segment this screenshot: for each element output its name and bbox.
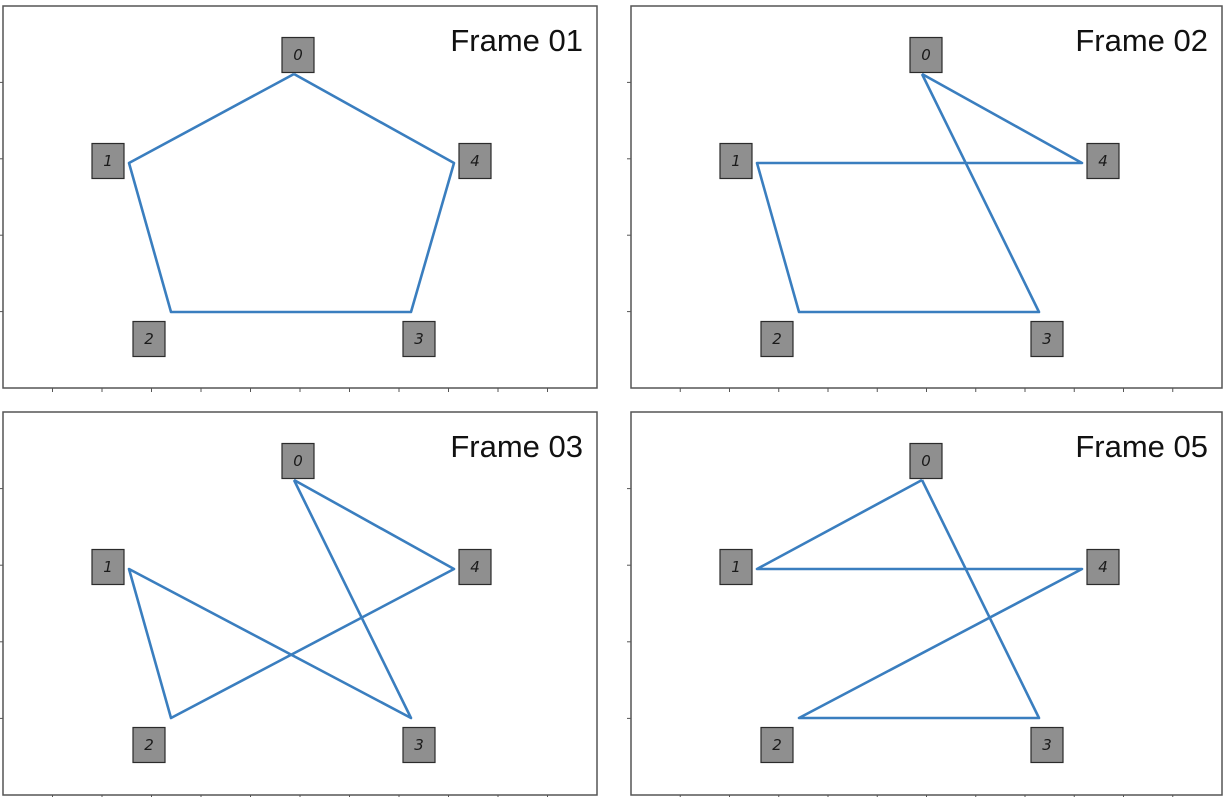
node-1: 1 — [91, 142, 125, 180]
node-box — [909, 36, 943, 74]
node-box — [91, 142, 125, 180]
frame-title: Frame 02 — [1075, 23, 1208, 58]
node-4: 4 — [458, 142, 492, 180]
frame-panel-2: 0 1 2 3 4 Frame 02 — [627, 5, 1223, 392]
node-label: 4 — [1098, 558, 1108, 576]
node-box — [281, 442, 315, 480]
node-3: 3 — [1030, 320, 1064, 358]
node-label: 1 — [731, 152, 741, 170]
node-label: 3 — [414, 330, 424, 348]
tour-path — [127, 478, 456, 720]
node-label: 3 — [414, 736, 424, 754]
node-label: 2 — [772, 736, 782, 754]
node-3: 3 — [402, 320, 436, 358]
frame-title: Frame 03 — [450, 429, 583, 464]
tour-path — [127, 72, 456, 314]
node-2: 2 — [132, 320, 166, 358]
node-label: 0 — [921, 46, 931, 64]
node-label: 2 — [772, 330, 782, 348]
node-box — [760, 320, 794, 358]
node-0: 0 — [281, 442, 315, 480]
tour-path — [755, 72, 1084, 314]
node-box — [719, 142, 753, 180]
node-box — [1030, 726, 1064, 764]
node-box — [281, 36, 315, 74]
node-label: 1 — [731, 558, 741, 576]
node-box — [402, 726, 436, 764]
node-3: 3 — [402, 726, 436, 764]
node-label: 2 — [144, 736, 154, 754]
node-1: 1 — [719, 142, 753, 180]
node-box — [132, 320, 166, 358]
frame-title: Frame 05 — [1075, 429, 1208, 464]
frame-panel-4: 0 1 2 3 4 Frame 05 — [627, 411, 1223, 797]
node-label: 3 — [1042, 330, 1052, 348]
node-label: 1 — [103, 152, 113, 170]
node-box — [458, 548, 492, 586]
frame-panel-3: 0 1 2 3 4 Frame 03 — [0, 411, 598, 797]
node-label: 0 — [921, 452, 931, 470]
node-box — [719, 548, 753, 586]
node-label: 0 — [293, 452, 303, 470]
node-box — [132, 726, 166, 764]
node-box — [1086, 548, 1120, 586]
node-0: 0 — [281, 36, 315, 74]
node-1: 1 — [719, 548, 753, 586]
node-box — [1086, 142, 1120, 180]
frame-title: Frame 01 — [450, 23, 583, 58]
node-4: 4 — [458, 548, 492, 586]
node-label: 3 — [1042, 736, 1052, 754]
node-label: 0 — [293, 46, 303, 64]
node-2: 2 — [760, 726, 794, 764]
node-4: 4 — [1086, 142, 1120, 180]
node-box — [760, 726, 794, 764]
node-1: 1 — [91, 548, 125, 586]
node-4: 4 — [1086, 548, 1120, 586]
tour-path — [755, 478, 1084, 720]
node-label: 4 — [470, 558, 480, 576]
node-box — [1030, 320, 1064, 358]
node-label: 2 — [144, 330, 154, 348]
node-box — [402, 320, 436, 358]
node-label: 4 — [470, 152, 480, 170]
node-box — [909, 442, 943, 480]
node-0: 0 — [909, 442, 943, 480]
node-2: 2 — [132, 726, 166, 764]
node-3: 3 — [1030, 726, 1064, 764]
frame-panel-1: 0 1 2 3 4 Frame 01 — [0, 5, 598, 392]
node-label: 1 — [103, 558, 113, 576]
node-0: 0 — [909, 36, 943, 74]
node-box — [91, 548, 125, 586]
node-2: 2 — [760, 320, 794, 358]
node-label: 4 — [1098, 152, 1108, 170]
node-box — [458, 142, 492, 180]
